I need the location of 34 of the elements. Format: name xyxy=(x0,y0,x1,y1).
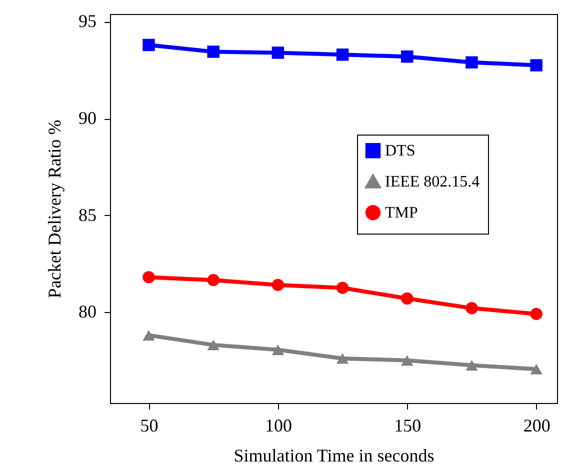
point xyxy=(530,59,542,72)
point xyxy=(530,308,542,320)
y-axis-title: Packet Delivery Ratio % xyxy=(44,120,64,298)
point xyxy=(207,274,220,286)
point xyxy=(466,360,478,371)
point xyxy=(530,364,542,374)
point xyxy=(272,46,284,59)
y-tick-label: 85 xyxy=(78,204,96,225)
point xyxy=(336,48,349,61)
point xyxy=(272,278,284,292)
y-tick-label: 80 xyxy=(78,302,96,322)
x-tick-label: 50 xyxy=(140,416,158,436)
y-tick-label: 90 xyxy=(78,108,96,128)
point xyxy=(142,330,155,341)
legend-label: DTS xyxy=(385,142,416,160)
point xyxy=(401,355,414,366)
point xyxy=(401,292,414,305)
x-axis-title: Simulation Time in seconds xyxy=(234,446,434,466)
legend-label: IEEE 802.15.4 xyxy=(385,174,480,191)
x-tick-label: 150 xyxy=(394,416,422,436)
point xyxy=(207,340,220,350)
point xyxy=(466,302,478,314)
point xyxy=(401,50,414,63)
legend-label: TMP xyxy=(385,204,418,222)
point xyxy=(336,282,349,294)
point xyxy=(142,38,155,52)
y-tick-label: 95 xyxy=(78,11,96,32)
point xyxy=(272,344,284,356)
point xyxy=(466,56,478,69)
point xyxy=(142,271,155,284)
x-tick-label: 200 xyxy=(523,416,550,436)
point xyxy=(336,353,349,364)
x-tick-label: 100 xyxy=(264,416,292,436)
point xyxy=(207,46,220,58)
